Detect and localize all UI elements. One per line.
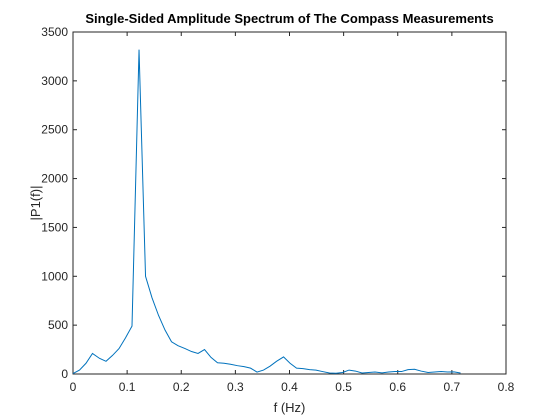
y-tick-label: 0 [61, 367, 68, 381]
x-tick-label: 0.2 [173, 380, 190, 394]
y-tick-label: 2500 [41, 123, 68, 137]
y-tick-label: 2000 [41, 172, 68, 186]
y-tick-label: 3500 [41, 25, 68, 39]
y-tick-label: 500 [48, 318, 68, 332]
x-tick-label: 0.4 [281, 380, 298, 394]
x-tick-label: 0.7 [444, 380, 461, 394]
plot-area: 0 0.1 0.2 0.3 0.4 0.5 0.6 0.7 0.8 0 500 1000 1500 20… [41, 25, 514, 394]
spectrum-line [72, 49, 461, 374]
y-tick-label: 3000 [41, 74, 68, 88]
x-tick-label: 0.6 [389, 380, 406, 394]
y-tick-label: 1000 [41, 269, 68, 283]
x-tick-label: 0 [70, 380, 77, 394]
x-axis-label: f (Hz) [274, 400, 306, 415]
y-axis-label: |P1(f)| [28, 186, 43, 221]
x-axis-ticks: 0 0.1 0.2 0.3 0.4 0.5 0.6 0.7 0.8 [70, 32, 515, 394]
y-axis-ticks: 0 500 1000 1500 2000 2500 3000 3500 [41, 25, 506, 381]
x-tick-label: 0.5 [335, 380, 352, 394]
x-tick-label: 0.8 [498, 380, 515, 394]
y-tick-label: 1500 [41, 220, 68, 234]
x-tick-label: 0.1 [119, 380, 136, 394]
chart-title: Single-Sided Amplitude Spectrum of The C… [85, 11, 493, 26]
axes-box [72, 31, 507, 375]
x-tick-label: 0.3 [227, 380, 244, 394]
